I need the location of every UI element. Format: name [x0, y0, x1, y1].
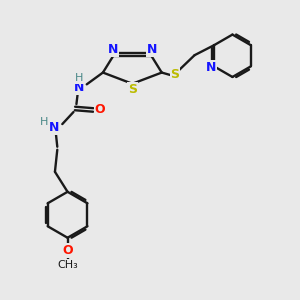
- Text: N: N: [147, 43, 157, 56]
- Text: S: S: [128, 82, 137, 95]
- Text: H: H: [75, 73, 84, 83]
- Text: H: H: [40, 117, 48, 127]
- Text: N: N: [206, 61, 216, 74]
- Text: S: S: [170, 68, 179, 80]
- Text: CH₃: CH₃: [57, 260, 78, 270]
- Text: N: N: [49, 121, 59, 134]
- Text: O: O: [62, 244, 73, 257]
- Text: N: N: [107, 43, 118, 56]
- Text: O: O: [94, 103, 105, 116]
- Text: N: N: [74, 81, 85, 94]
